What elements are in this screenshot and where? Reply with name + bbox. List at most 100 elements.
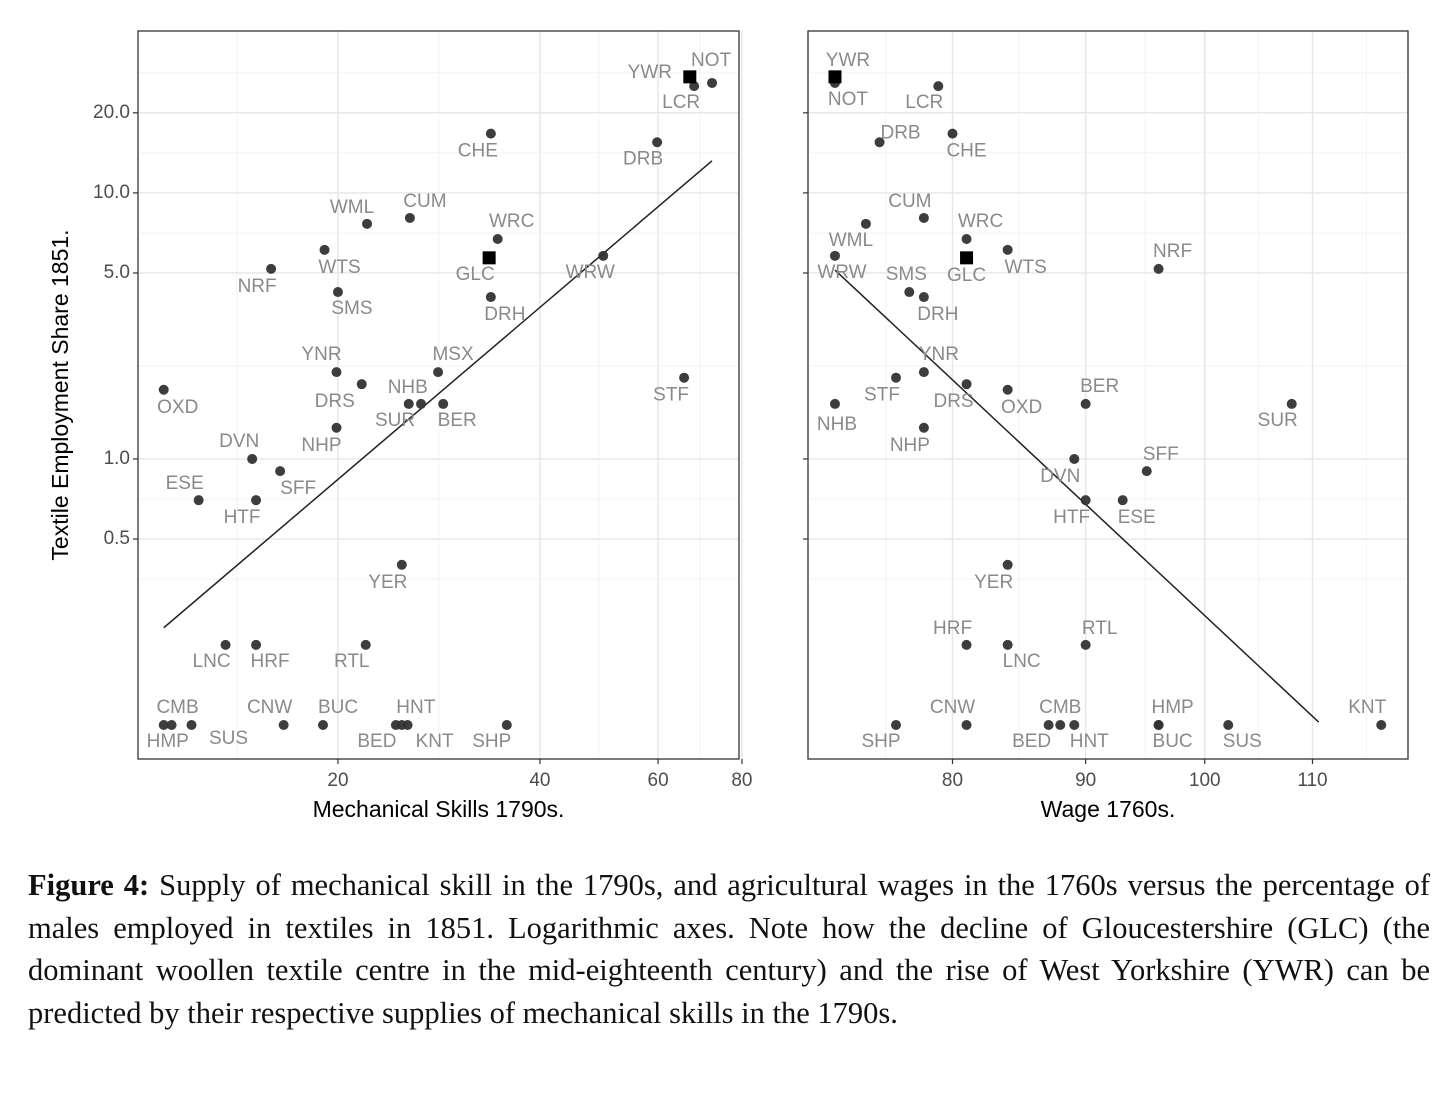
caption-label: Figure 4: xyxy=(28,868,150,902)
point-label: DVN xyxy=(1040,466,1080,487)
point-label: WRW xyxy=(817,262,866,283)
point-label: GLC xyxy=(456,264,495,285)
point-label: RTL xyxy=(1082,618,1118,639)
point xyxy=(960,251,974,265)
point-label: NRF xyxy=(238,276,277,297)
point-label: SMS xyxy=(886,264,927,285)
point-label: YER xyxy=(368,572,407,593)
caption: Figure 4: Supply of mechanical skill in … xyxy=(28,864,1430,1035)
point xyxy=(707,77,718,88)
point-label: OXD xyxy=(1001,397,1042,418)
point-label: DVN xyxy=(219,431,259,452)
point xyxy=(247,453,258,464)
point-label: KNT xyxy=(1348,697,1386,718)
y-tick-label: 1.0 xyxy=(104,448,130,469)
y-tick-label: 5.0 xyxy=(104,262,130,283)
point-label: STF xyxy=(864,385,900,406)
point xyxy=(356,379,367,390)
y-tick-label: 20.0 xyxy=(93,102,130,123)
point xyxy=(874,137,885,148)
point xyxy=(918,367,929,378)
point xyxy=(166,719,177,730)
point xyxy=(158,384,169,395)
point-label: YWR xyxy=(628,62,672,83)
point xyxy=(1153,719,1164,730)
point-label: WML xyxy=(330,197,374,218)
point-label: GLC xyxy=(947,265,986,286)
point-label: WRW xyxy=(566,262,615,283)
point-label: SUS xyxy=(1223,731,1262,752)
point-label: CHE xyxy=(946,141,986,162)
point xyxy=(278,719,289,730)
point-label: YWR xyxy=(826,50,870,71)
point xyxy=(1376,719,1387,730)
point-label: CNW xyxy=(930,697,975,718)
point-label: DRB xyxy=(880,122,920,143)
point-label: DRH xyxy=(917,304,958,325)
point-label: YNR xyxy=(301,344,341,365)
plot-border xyxy=(137,30,740,760)
point xyxy=(1286,398,1297,409)
point-label: HNT xyxy=(396,697,435,718)
point-label: SHP xyxy=(861,731,900,752)
point-label: NHB xyxy=(388,377,428,398)
point xyxy=(860,218,871,229)
point xyxy=(403,398,414,409)
point-label: CNW xyxy=(247,697,292,718)
point-label: BER xyxy=(1080,376,1119,397)
y-tick-label: 10.0 xyxy=(93,182,130,203)
point xyxy=(331,367,342,378)
caption-text: Supply of mechanical skill in the 1790s,… xyxy=(28,868,1431,1031)
x-axis-title: Mechanical Skills 1790s. xyxy=(313,796,565,822)
point xyxy=(683,70,697,84)
point-label: HRF xyxy=(933,618,972,639)
point xyxy=(360,639,371,650)
point xyxy=(891,372,902,383)
point xyxy=(1043,719,1054,730)
point-label: SUR xyxy=(1258,410,1298,431)
point xyxy=(220,639,231,650)
point xyxy=(251,639,262,650)
point xyxy=(1002,244,1013,255)
x-tick-label: 80 xyxy=(942,770,963,791)
point xyxy=(193,495,204,506)
point-label: HTF xyxy=(1053,507,1090,528)
point xyxy=(416,398,427,409)
point-label: BER xyxy=(438,410,477,431)
x-tick-label: 80 xyxy=(731,770,752,791)
point xyxy=(158,719,169,730)
point-label: SFF xyxy=(280,478,316,499)
point xyxy=(904,287,915,298)
point xyxy=(362,218,373,229)
point xyxy=(186,719,197,730)
point xyxy=(402,719,413,730)
point-label: BED xyxy=(1012,731,1051,752)
point xyxy=(652,137,663,148)
point-label: NOT xyxy=(828,89,869,110)
point-label: BED xyxy=(357,731,396,752)
point xyxy=(1153,263,1164,274)
point xyxy=(331,422,342,433)
point-label: DRS xyxy=(315,391,355,412)
point-label: DRS xyxy=(933,391,973,412)
point xyxy=(1002,384,1013,395)
point-label: SUS xyxy=(209,728,248,749)
point-label: CUM xyxy=(403,191,446,212)
point-label: BUC xyxy=(318,697,358,718)
point-label: NHB xyxy=(817,414,857,435)
x-tick-label: 110 xyxy=(1297,770,1327,791)
plot-background xyxy=(808,31,1408,759)
point-label: HMP xyxy=(147,731,189,752)
y-axis-title: Textile Employment Share 1851. xyxy=(47,229,73,560)
point-label: STF xyxy=(653,385,689,406)
point xyxy=(828,70,842,84)
point xyxy=(689,81,700,92)
point-label: WRC xyxy=(958,211,1003,232)
point-label: DRB xyxy=(623,148,663,169)
point xyxy=(396,559,407,570)
point-label: SFF xyxy=(1143,444,1179,465)
point-label: BUC xyxy=(1153,731,1193,752)
point xyxy=(1080,495,1091,506)
point xyxy=(933,81,944,92)
